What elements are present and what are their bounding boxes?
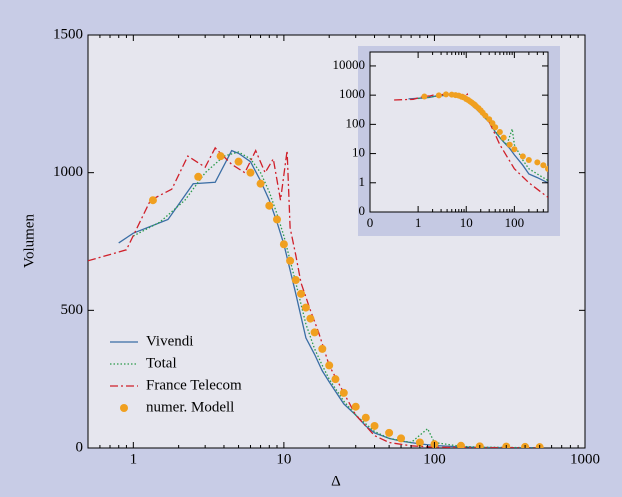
data-point [385,428,394,437]
y-tick-label: 0 [76,439,84,455]
x-tick-label: 1000 [570,451,600,467]
data-point [272,215,281,224]
data-point [496,128,503,135]
data-point [194,172,203,181]
series-line [88,146,540,448]
data-point [482,112,489,119]
y-tick-label: 100 [346,115,366,130]
data-point [519,153,526,160]
data-point [256,179,265,188]
data-point [534,159,541,166]
inset-series [394,91,548,198]
data-point [492,124,499,131]
series-line [118,149,540,448]
y-tick-label: 1 [359,174,366,189]
data-point [286,256,295,265]
data-point [339,388,348,397]
data-point [435,92,442,99]
x-tick-label: 10 [276,451,291,467]
legend-label: Total [146,355,177,371]
data-point [318,344,327,353]
y-tick-label: 1000 [339,86,365,101]
data-point [525,157,532,164]
data-point [297,289,306,298]
y-tick-label: 1500 [53,26,83,42]
data-point [361,413,370,422]
data-point [545,165,548,172]
data-point [306,314,315,323]
data-point [540,162,547,169]
y-tick-label: 0 [359,203,366,218]
legend-label: Vivendi [146,333,193,349]
data-point [216,152,225,161]
data-point [310,328,319,337]
data-point [291,276,300,285]
y-tick-label: 1000 [53,164,83,180]
data-point [351,402,360,411]
y-axis-label: Volumen [21,214,37,268]
data-point [506,141,513,148]
y-tick-label: 10 [352,145,365,160]
y-tick-label: 10000 [333,57,366,72]
data-point [370,421,379,430]
data-point [234,157,243,166]
data-point [279,240,288,249]
data-point [265,201,274,210]
legend-label: numer. Modell [146,399,234,415]
data-point [456,441,465,448]
data-point [415,438,424,447]
legend-label: France Telecom [146,377,242,393]
legend-marker [120,404,128,412]
x-tick-label: 0 [367,215,374,230]
x-tick-label: 100 [423,451,446,467]
data-point [301,303,310,312]
data-point [443,91,450,98]
data-point [397,434,406,443]
x-tick-label: 1 [415,215,422,230]
data-point [148,196,157,205]
x-tick-label: 10 [460,215,473,230]
data-point [500,134,507,141]
inset-plot-area [369,51,549,213]
data-point [511,146,518,153]
x-axis-label: Δ [331,473,341,489]
legend: Vivendi Total France Telecom numer. Modell [110,333,242,415]
x-tick-label: 100 [505,215,525,230]
data-point [246,168,255,177]
data-point [325,361,334,370]
data-point [421,93,428,100]
main-series [88,146,544,448]
data-point [331,375,340,384]
y-tick-label: 500 [61,302,84,318]
x-tick-label: 1 [130,451,138,467]
